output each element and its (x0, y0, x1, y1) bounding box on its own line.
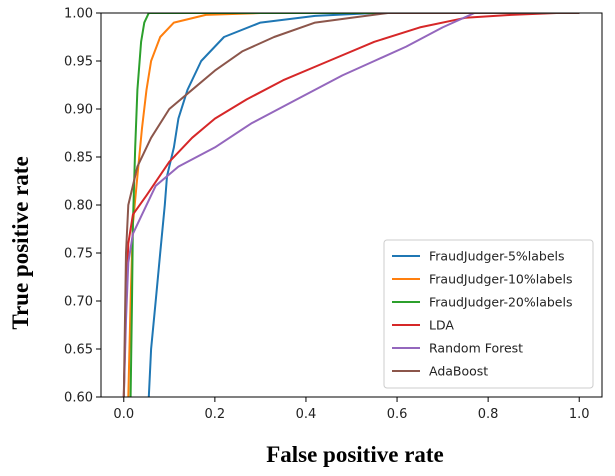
legend-label: AdaBoost (429, 364, 488, 379)
series-line-5 (122, 13, 580, 397)
legend: FraudJudger-5%labels FraudJudger-10%label… (383, 239, 594, 389)
series-line-0 (147, 13, 580, 397)
legend-label: FraudJudger-5%labels (429, 249, 565, 264)
y-tick-label: 0.90 (64, 103, 93, 118)
legend-label: Random Forest (429, 341, 523, 356)
x-tick-label: 0.4 (296, 407, 317, 422)
axes: 1.00 0.95 0.90 0.85 0.80 0.75 0.70 0.65 0.60 0.0 0… (64, 7, 603, 422)
plot-area (122, 13, 580, 397)
series-line-4 (122, 13, 580, 397)
y-tick-label: 0.80 (64, 199, 93, 214)
legend-label: LDA (429, 318, 454, 333)
y-tick-label: 0.65 (64, 343, 93, 358)
x-tick-label: 0.6 (387, 407, 408, 422)
x-tick-label: 0.2 (205, 407, 226, 422)
x-tick-label: 1.0 (569, 407, 590, 422)
y-tick-label: 1.00 (64, 7, 93, 22)
y-tick-label: 0.85 (64, 151, 93, 166)
x-tick-label: 0.0 (113, 407, 134, 422)
y-tick-label: 0.60 (64, 391, 93, 406)
series-line-3 (122, 13, 580, 397)
x-axis-title: False positive rate (266, 442, 444, 467)
y-tick-label: 0.70 (64, 295, 93, 310)
legend-label: FraudJudger-20%labels (429, 295, 572, 310)
y-tick-label: 0.95 (64, 55, 93, 70)
y-tick-label: 0.75 (64, 247, 93, 262)
x-tick-label: 0.8 (478, 407, 499, 422)
legend-label: FraudJudger-10%labels (429, 272, 572, 287)
y-axis-title: True positive rate (8, 156, 33, 329)
series-line-2 (129, 13, 580, 397)
legend-box (383, 239, 594, 389)
